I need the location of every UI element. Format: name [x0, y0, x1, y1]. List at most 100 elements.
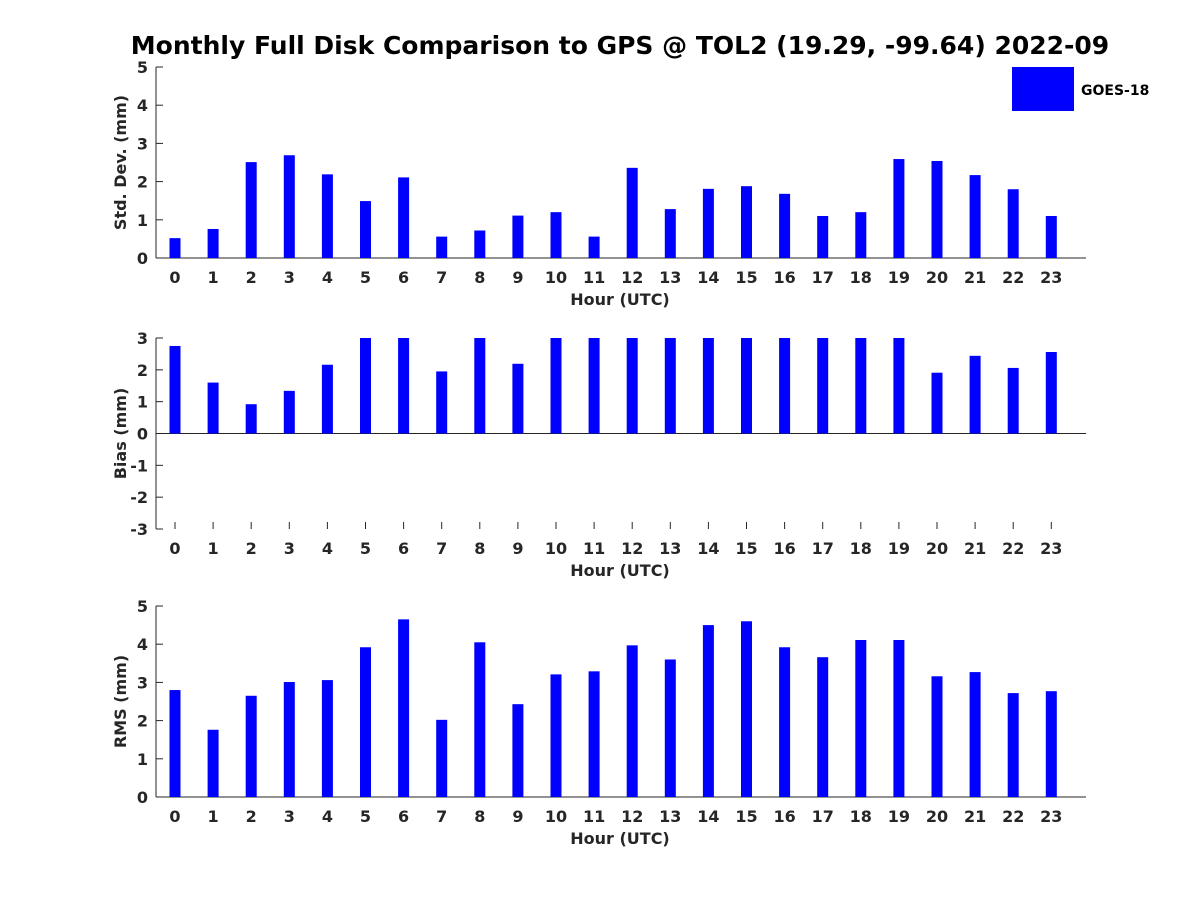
bar [474, 642, 486, 797]
y-tick-label: 4 [137, 96, 148, 115]
bar [931, 160, 943, 258]
bar [626, 338, 638, 434]
x-tick-label: 10 [545, 539, 567, 558]
x-tick-label: 5 [360, 807, 371, 826]
bar [1045, 691, 1057, 797]
bar [283, 682, 295, 797]
x-tick-label: 15 [735, 807, 757, 826]
bar [207, 382, 219, 434]
bar [321, 364, 333, 434]
x-tick-label: 9 [512, 268, 523, 287]
bar [664, 209, 676, 258]
x-tick-label: 2 [246, 539, 257, 558]
bar [931, 676, 943, 797]
y-tick-label: -3 [130, 520, 148, 539]
x-tick-label: 22 [1002, 807, 1024, 826]
x-tick-label: 11 [583, 807, 605, 826]
bar [664, 338, 676, 434]
bar [169, 345, 181, 434]
bar [664, 659, 676, 797]
y-tick-label: 0 [137, 249, 148, 268]
x-tick-label: 12 [621, 807, 643, 826]
x-tick-label: 11 [583, 268, 605, 287]
x-tick-label: 22 [1002, 268, 1024, 287]
bar [245, 404, 257, 434]
x-tick-label: 15 [735, 539, 757, 558]
y-tick-label: 1 [137, 750, 148, 769]
x-tick-label: 13 [659, 268, 681, 287]
x-tick-label: 19 [888, 268, 910, 287]
x-axis-label: Hour (UTC) [570, 829, 670, 848]
y-tick-label: 3 [137, 329, 148, 348]
x-tick-label: 9 [512, 539, 523, 558]
x-tick-label: 1 [208, 539, 219, 558]
y-tick-label: 4 [137, 635, 148, 654]
bar [969, 355, 981, 434]
bar [436, 371, 448, 434]
x-tick-label: 21 [964, 268, 986, 287]
bar [283, 390, 295, 434]
bar [702, 338, 714, 434]
bar [588, 236, 600, 258]
bar [741, 186, 752, 258]
x-tick-label: 9 [512, 807, 523, 826]
bar [779, 647, 791, 797]
x-tick-label: 16 [773, 539, 795, 558]
x-tick-label: 6 [398, 539, 409, 558]
bar [1007, 367, 1019, 434]
bar [702, 625, 714, 797]
x-tick-label: 0 [169, 268, 180, 287]
x-tick-label: 0 [169, 539, 180, 558]
x-tick-label: 14 [697, 807, 719, 826]
bar [817, 338, 829, 434]
x-tick-label: 16 [773, 268, 795, 287]
bar [245, 695, 257, 797]
x-tick-label: 17 [812, 539, 834, 558]
x-tick-label: 12 [621, 539, 643, 558]
bar [436, 719, 448, 797]
bar [207, 228, 219, 258]
legend: GOES-18 [1012, 67, 1149, 111]
x-tick-label: 4 [322, 539, 333, 558]
bar [360, 201, 371, 258]
y-tick-label: -2 [130, 488, 148, 507]
x-tick-label: 20 [926, 539, 948, 558]
x-tick-label: 10 [545, 807, 567, 826]
bar [512, 363, 524, 434]
bar [1007, 693, 1019, 797]
bar [169, 238, 181, 258]
y-tick-label: 5 [137, 597, 148, 616]
legend-label: GOES-18 [1081, 83, 1149, 99]
x-tick-label: 4 [322, 807, 333, 826]
bar [588, 338, 600, 434]
x-tick-label: 10 [545, 268, 567, 287]
bar [855, 639, 867, 797]
bar [931, 372, 943, 434]
chart-title: Monthly Full Disk Comparison to GPS @ TO… [131, 31, 1109, 60]
x-tick-label: 4 [322, 268, 333, 287]
y-tick-label: 0 [137, 425, 148, 444]
x-tick-label: 3 [284, 807, 295, 826]
x-tick-label: 23 [1040, 539, 1062, 558]
x-tick-label: 13 [659, 539, 681, 558]
y-tick-label: 1 [137, 393, 148, 412]
y-tick-label: 3 [137, 134, 148, 153]
bar [550, 212, 562, 258]
y-tick-label: 2 [137, 361, 148, 380]
bar [321, 174, 333, 258]
bar [1045, 352, 1057, 434]
bar [893, 159, 905, 258]
x-tick-label: 20 [926, 807, 948, 826]
y-tick-label: 1 [137, 211, 148, 230]
bar [321, 680, 333, 797]
x-tick-label: 0 [169, 807, 180, 826]
y-tick-label: 3 [137, 673, 148, 692]
y-axis-label: RMS (mm) [111, 655, 130, 748]
x-tick-label: 18 [850, 539, 872, 558]
bar [779, 193, 791, 258]
bar [169, 690, 181, 797]
y-tick-label: -1 [130, 456, 148, 475]
x-tick-label: 8 [474, 268, 485, 287]
